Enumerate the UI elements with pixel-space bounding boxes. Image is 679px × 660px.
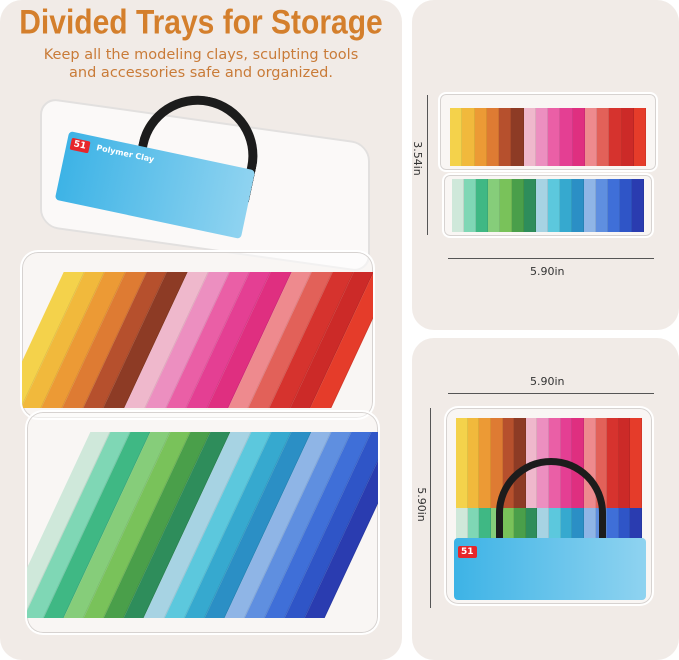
clay-bar [584,108,597,166]
clay-bar [467,418,480,508]
width-label: 5.90in [530,265,565,278]
width-arrow [448,258,654,259]
front-handle [496,458,606,538]
clay-bar [620,179,632,232]
clay-bar [621,108,634,166]
clay-bar [464,179,476,232]
clay-bar [500,179,512,232]
clay-bar [560,108,573,166]
clay-row-cool [452,179,644,232]
page-title: Divided Trays for Storage [19,3,383,42]
width-label-bottom: 5.90in [530,375,565,388]
stacked-box-bottom [442,173,654,238]
clay-bar [479,418,491,508]
middle-tray [20,250,375,420]
clay-bar [536,179,548,232]
depth-label: 5.90in [414,487,428,522]
front-count-badge: 51 [458,546,477,558]
clay-bar [462,108,475,166]
clay-bar [502,418,515,508]
clay-bar [524,179,536,232]
left-panel: Divided Trays for Storage Keep all the m… [0,0,402,660]
clay-bar [512,179,524,232]
clay-row-warm [450,108,646,166]
clay-stack-cool [27,432,378,618]
stacked-box-top [438,92,658,172]
clay-bar [486,108,499,166]
height-arrow [427,95,428,235]
clay-bar [523,108,536,166]
clay-bar [572,179,584,232]
front-label: 51 [454,538,646,600]
clay-bar [511,108,524,166]
depth-arrow [430,408,431,608]
clay-bar [474,108,487,166]
clay-bar [548,108,561,166]
clay-bar [597,108,610,166]
clay-bar [450,108,463,166]
clay-bar [572,108,585,166]
clay-bar [583,418,596,508]
count-badge: 51 [69,137,91,154]
clay-bar [596,179,608,232]
clay-bar [488,179,500,232]
clay-bar [632,179,644,232]
clay-bar [499,108,512,166]
clay-bar [608,179,620,232]
clay-bar [548,179,560,232]
clay-bar [633,108,646,166]
bottom-tray [25,410,380,635]
clay-bar [630,418,642,508]
clay-bar [535,108,548,166]
box-dimensions-panel: 5.90in 51 5.90in [412,338,679,660]
subtitle-line-1: Keep all the modeling clays, sculpting t… [43,47,359,63]
clay-bar [607,418,619,508]
front-box: 51 [444,406,654,606]
width-arrow-bottom [448,393,654,394]
clay-bar [560,179,572,232]
clay-bar [595,418,608,508]
clay-bar [584,179,596,232]
clay-bar [609,108,622,166]
subtitle: Keep all the modeling clays, sculpting t… [0,46,402,82]
subtitle-line-2: and accessories safe and organized. [69,65,333,81]
clay-bar [476,179,488,232]
clay-bar [618,418,631,508]
stacked-dimensions-panel: 3.54in 5.90in [410,0,679,330]
clay-bar [490,418,503,508]
height-label: 3.54in [410,141,424,176]
clay-bar [572,418,584,508]
clay-stack-warm [22,272,373,408]
clay-bar [452,179,464,232]
clay-bar [456,418,468,508]
